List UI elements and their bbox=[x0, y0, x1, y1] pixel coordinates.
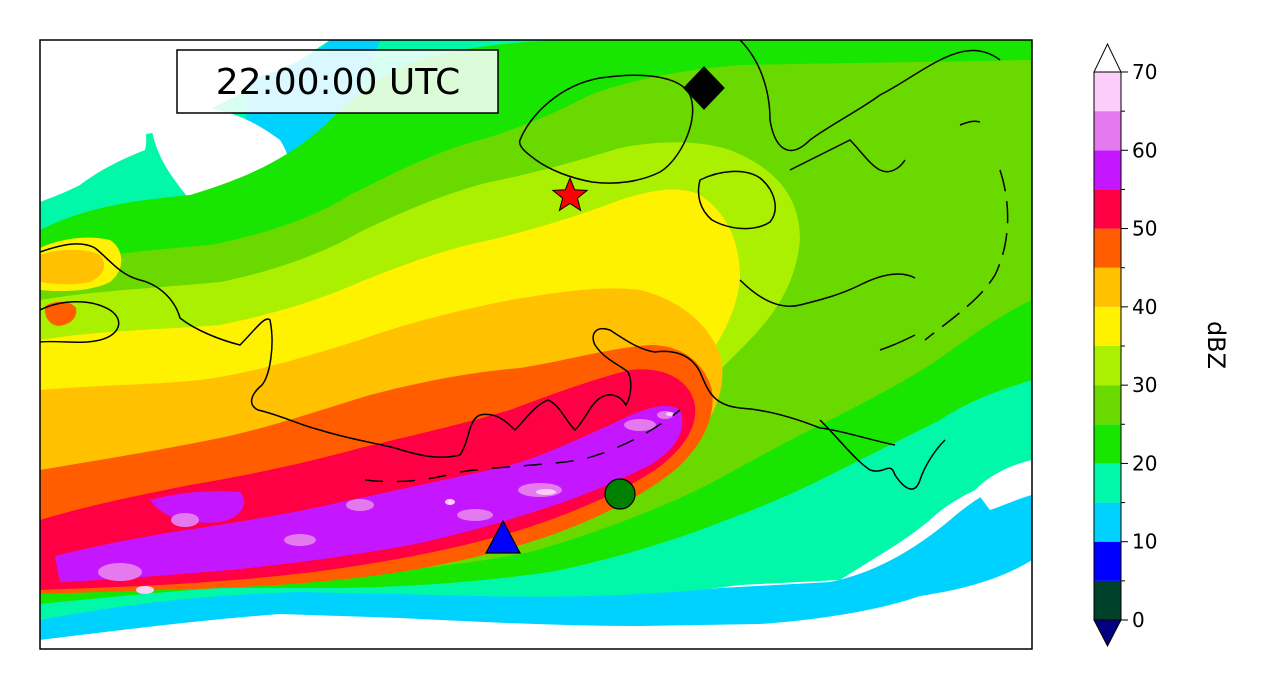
colorbar-level-65-70 bbox=[1094, 72, 1121, 112]
coastline-lake bbox=[518, 74, 694, 184]
colorbar-level-50-55 bbox=[1094, 189, 1121, 229]
colorbar-ticks: 0 10 20 30 40 50 60 70 bbox=[1121, 60, 1157, 632]
map-frame bbox=[39, 39, 1033, 650]
coastline-north-shore bbox=[697, 170, 776, 230]
colorbar-levels bbox=[1094, 72, 1121, 620]
no-echo-south bbox=[40, 580, 1032, 649]
colorbar-level-45-50 bbox=[1094, 228, 1121, 268]
colorbar-tick-label: 30 bbox=[1132, 373, 1157, 397]
west-cell-red bbox=[44, 301, 77, 326]
triangle-marker bbox=[485, 519, 521, 554]
station-markers bbox=[485, 66, 725, 554]
coastline-delta bbox=[819, 419, 946, 490]
colorbar-tick-label: 10 bbox=[1132, 530, 1157, 554]
colorbar-label: dBZ bbox=[1202, 321, 1230, 369]
reflectivity-55-60 bbox=[55, 405, 683, 582]
circle-marker bbox=[604, 478, 636, 510]
coastline-inlet-2 bbox=[959, 120, 981, 126]
colorbar-level-55-60 bbox=[1094, 150, 1121, 190]
colorbar-level-5-10 bbox=[1094, 541, 1121, 581]
coastline-barrier bbox=[924, 169, 1009, 341]
colorbar-level-15-20 bbox=[1094, 463, 1121, 503]
colorbar-tick-label: 0 bbox=[1132, 608, 1145, 632]
colorbar-tick-label: 60 bbox=[1132, 138, 1157, 162]
colorbar-under-extension bbox=[1093, 619, 1122, 648]
reflectivity-55-60-b bbox=[150, 491, 244, 523]
star-marker bbox=[551, 176, 589, 212]
diamond-marker bbox=[683, 66, 725, 110]
reflectivity-10-15-south bbox=[40, 470, 1032, 640]
colorbar-tick-label: 20 bbox=[1132, 451, 1157, 475]
colorbar-level-40-45 bbox=[1094, 267, 1121, 307]
colorbar-tick-label: 50 bbox=[1132, 217, 1157, 241]
coastline-east-bays bbox=[789, 139, 906, 173]
coastline-main bbox=[40, 243, 896, 458]
colorbar-level-35-40 bbox=[1094, 306, 1121, 346]
coastline-islands bbox=[364, 409, 681, 483]
colorbar-level-10-15 bbox=[1094, 502, 1121, 542]
colorbar-level-60-65 bbox=[1094, 111, 1121, 151]
colorbar: 0 10 20 30 40 50 60 70 dBZ bbox=[1093, 42, 1230, 648]
colorbar-level-0-5 bbox=[1094, 580, 1121, 620]
colorbar-tick-label: 40 bbox=[1132, 295, 1157, 319]
colorbar-tick-label: 70 bbox=[1132, 60, 1157, 84]
coastline-bayou bbox=[739, 273, 916, 307]
coastline-west bbox=[40, 301, 120, 344]
no-echo-north bbox=[40, 92, 147, 202]
coastlines bbox=[40, 40, 1009, 490]
colorbar-over-extension bbox=[1093, 42, 1122, 73]
time-label: 22:00:00 UTC bbox=[216, 62, 461, 103]
no-echo-east bbox=[975, 460, 1032, 510]
west-cell-orange bbox=[40, 249, 105, 285]
reflectivity-65-70 bbox=[136, 412, 674, 594]
coastline-north bbox=[739, 40, 1001, 152]
time-label-box: 22:00:00 UTC bbox=[176, 49, 499, 114]
colorbar-level-20-25 bbox=[1094, 424, 1121, 464]
coastline-inlet-1 bbox=[879, 334, 916, 351]
colorbar-level-25-30 bbox=[1094, 385, 1121, 425]
colorbar-level-30-35 bbox=[1094, 346, 1121, 386]
reflectivity-field bbox=[40, 40, 1032, 649]
